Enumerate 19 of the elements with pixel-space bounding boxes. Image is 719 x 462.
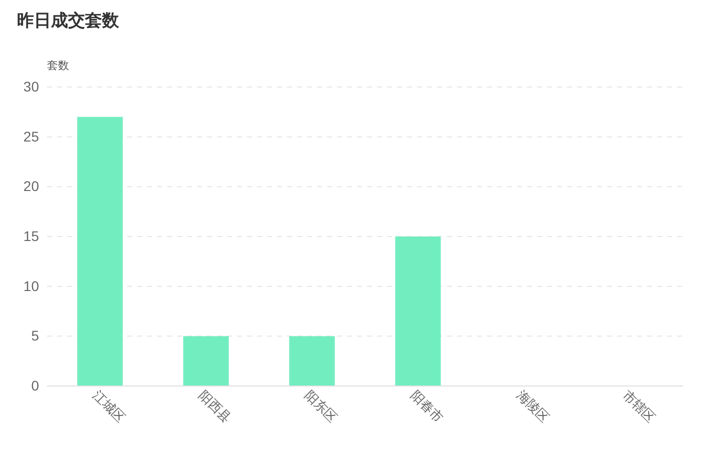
chart-title: 昨日成交套数 xyxy=(17,11,120,31)
x-tick-label: 阳春市 xyxy=(408,387,446,426)
x-tick-label: 阳东区 xyxy=(302,387,340,426)
x-tick-label: 阳西县 xyxy=(196,387,234,426)
x-tick-label: 市辖区 xyxy=(620,387,658,426)
y-tick-label: 15 xyxy=(23,228,40,244)
y-tick-label: 10 xyxy=(23,278,40,294)
bar xyxy=(183,336,229,386)
y-tick-label: 25 xyxy=(23,128,40,144)
x-tick-label: 海陵区 xyxy=(514,387,552,426)
x-tick-label: 江城区 xyxy=(90,387,128,426)
y-tick-label: 0 xyxy=(31,377,40,394)
y-axis-title: 套数 xyxy=(47,59,69,72)
y-tick-label: 20 xyxy=(23,178,40,194)
y-tick-label: 30 xyxy=(23,78,40,94)
bar xyxy=(395,236,441,386)
bar xyxy=(77,116,123,386)
bar xyxy=(289,336,335,386)
y-tick-label: 5 xyxy=(31,328,40,344)
